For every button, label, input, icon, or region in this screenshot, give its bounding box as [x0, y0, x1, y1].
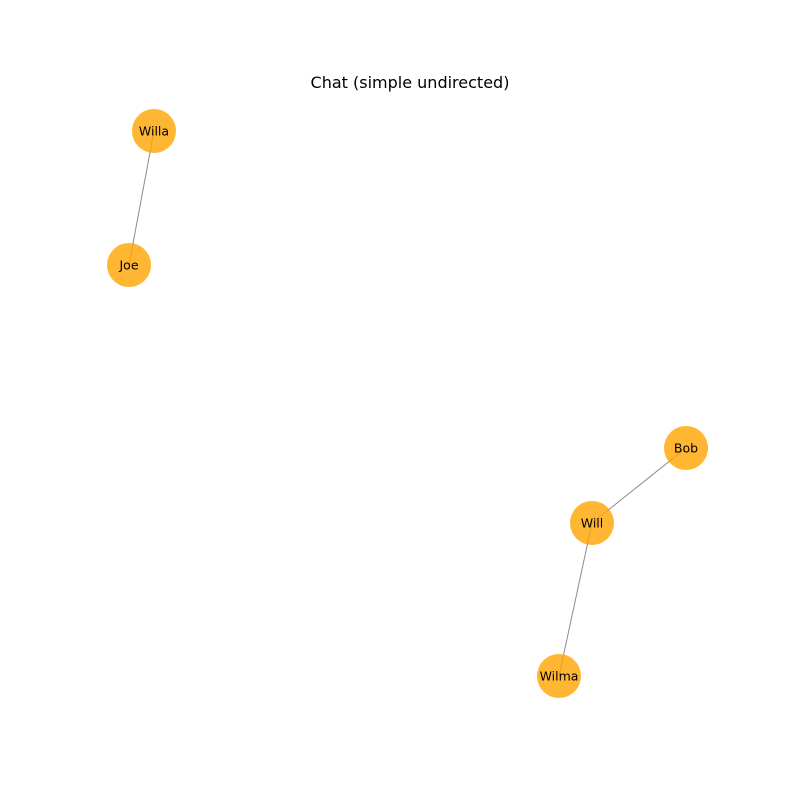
node-label-willa: Willa	[139, 124, 169, 139]
node-wilma: Wilma	[537, 654, 581, 698]
node-joe: Joe	[107, 243, 151, 287]
node-willa: Willa	[132, 109, 176, 153]
graph-title: Chat (simple undirected)	[311, 73, 510, 92]
node-circle-wilma	[537, 654, 581, 698]
node-circle-willa	[132, 109, 176, 153]
node-label-joe: Joe	[118, 258, 138, 273]
nodes-layer: Willa Joe Bob Will Wilma	[107, 109, 708, 698]
node-bob: Bob	[664, 426, 708, 470]
node-will: Will	[570, 501, 614, 545]
node-label-will: Will	[581, 516, 604, 531]
edge-willa-joe	[128, 130, 155, 266]
node-circle-will	[570, 501, 614, 545]
edges-layer	[128, 130, 687, 677]
node-circle-bob	[664, 426, 708, 470]
node-label-wilma: Wilma	[540, 669, 579, 684]
edge-will-wilma	[558, 522, 593, 677]
node-circle-joe	[107, 243, 151, 287]
node-label-bob: Bob	[674, 441, 698, 456]
